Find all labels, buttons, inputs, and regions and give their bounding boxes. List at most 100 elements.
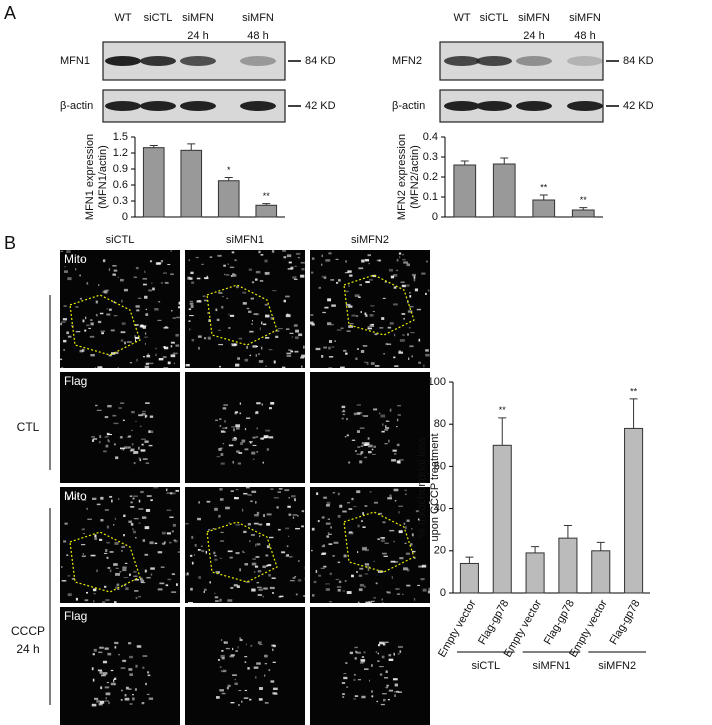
- texture: [250, 297, 254, 300]
- texture: [328, 367, 333, 369]
- panel-label: B: [4, 233, 16, 253]
- texture: [396, 269, 399, 272]
- texture: [418, 361, 421, 364]
- texture: [311, 527, 315, 531]
- texture: [164, 326, 168, 328]
- texture: [219, 424, 222, 428]
- texture: [388, 439, 390, 443]
- texture: [358, 267, 364, 270]
- texture: [272, 290, 277, 292]
- texture: [342, 696, 345, 698]
- texture: [146, 355, 151, 358]
- texture: [381, 537, 385, 540]
- texture: [354, 294, 360, 297]
- texture: [253, 458, 255, 460]
- texture: [190, 305, 194, 308]
- texture: [145, 414, 148, 417]
- texture: [421, 564, 427, 568]
- texture: [220, 639, 223, 641]
- texture: [371, 448, 374, 451]
- texture: [403, 261, 408, 264]
- texture: [356, 430, 360, 433]
- texture: [244, 656, 248, 658]
- texture: [418, 565, 424, 568]
- texture: [228, 327, 231, 329]
- texture: [251, 281, 255, 284]
- group-label: siMFN1: [533, 660, 571, 672]
- texture: [393, 453, 397, 455]
- texture: [395, 690, 400, 693]
- texture: [266, 273, 268, 275]
- texture: [321, 275, 327, 278]
- texture: [225, 506, 230, 510]
- texture: [105, 697, 107, 700]
- texture: [194, 544, 197, 547]
- texture: [373, 408, 378, 411]
- texture: [135, 664, 138, 668]
- texture: [113, 601, 117, 604]
- texture: [256, 451, 259, 453]
- texture: [141, 443, 144, 446]
- micrograph: [60, 250, 180, 368]
- texture: [134, 590, 139, 592]
- texture: [230, 275, 233, 277]
- texture: [227, 550, 233, 553]
- texture: [341, 602, 347, 606]
- texture: [243, 697, 249, 699]
- texture: [124, 341, 126, 345]
- texture: [283, 256, 287, 259]
- texture: [325, 583, 330, 585]
- texture: [140, 490, 144, 494]
- texture: [144, 336, 148, 338]
- texture: [61, 580, 67, 582]
- significance: **: [540, 182, 548, 192]
- blot-row-label: β-actin: [392, 100, 425, 112]
- texture: [263, 436, 268, 439]
- texture: [67, 277, 72, 281]
- texture: [122, 419, 125, 422]
- texture: [119, 278, 124, 282]
- texture: [204, 277, 209, 280]
- texture: [304, 566, 307, 570]
- texture: [157, 319, 162, 322]
- texture: [60, 250, 64, 252]
- texture: [327, 322, 332, 326]
- texture: [123, 288, 128, 292]
- texture: [358, 588, 363, 592]
- texture: [348, 508, 353, 510]
- texture: [239, 442, 244, 445]
- texture: [157, 588, 163, 591]
- texture: [244, 448, 249, 451]
- texture: [242, 550, 244, 553]
- texture: [133, 518, 139, 520]
- texture: [344, 436, 347, 438]
- texture: [315, 347, 321, 351]
- texture: [130, 501, 133, 504]
- texture: [150, 567, 155, 570]
- texture: [190, 587, 193, 591]
- texture: [235, 424, 241, 428]
- texture: [288, 349, 292, 351]
- texture: [155, 347, 157, 350]
- texture: [346, 434, 349, 437]
- texture: [254, 412, 259, 415]
- texture: [163, 327, 169, 329]
- texture: [255, 354, 257, 357]
- texture: [234, 412, 237, 415]
- texture: [61, 321, 66, 323]
- texture: [292, 577, 296, 579]
- texture: [144, 365, 150, 369]
- texture: [402, 593, 404, 595]
- texture: [273, 360, 276, 364]
- texture: [343, 409, 345, 412]
- texture: [107, 439, 109, 442]
- texture: [98, 440, 101, 444]
- texture: [239, 637, 241, 640]
- texture: [169, 492, 173, 495]
- texture: [417, 584, 421, 586]
- texture: [377, 538, 380, 540]
- texture: [409, 345, 414, 348]
- texture: [113, 315, 118, 317]
- texture: [106, 433, 109, 436]
- texture: [260, 437, 265, 440]
